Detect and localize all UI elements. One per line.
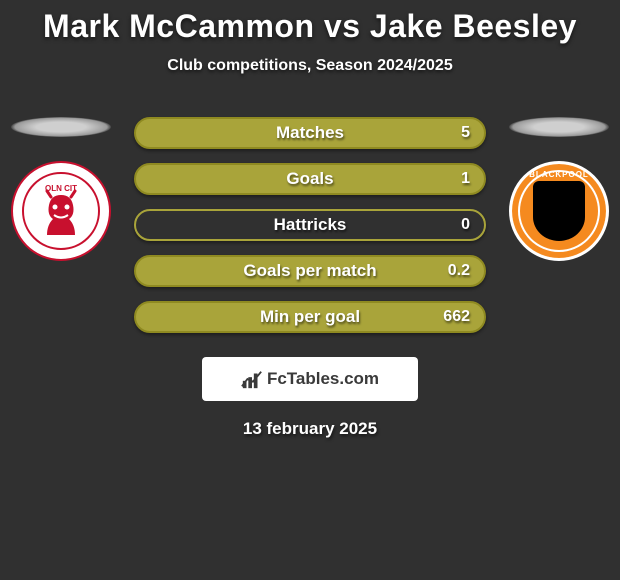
stat-bar: Hattricks 0 bbox=[134, 209, 486, 241]
subtitle: Club competitions, Season 2024/2025 bbox=[0, 57, 620, 75]
player-silhouette-placeholder bbox=[509, 117, 609, 137]
svg-text:OLN CIT: OLN CIT bbox=[45, 184, 77, 193]
stat-right-value: 662 bbox=[443, 308, 470, 326]
brand-plate: FcTables.com bbox=[202, 357, 418, 401]
stat-label: Goals bbox=[286, 169, 333, 189]
page-title: Mark McCammon vs Jake Beesley bbox=[0, 8, 620, 45]
stat-right-value: 0.2 bbox=[448, 262, 470, 280]
left-player-column: OLN CIT bbox=[6, 117, 116, 261]
stat-bar: Matches 5 bbox=[134, 117, 486, 149]
stat-label: Hattricks bbox=[274, 215, 347, 235]
bar-chart-icon bbox=[241, 368, 263, 390]
stat-label: Matches bbox=[276, 123, 344, 143]
stat-label: Min per goal bbox=[260, 307, 360, 327]
date-line: 13 february 2025 bbox=[0, 419, 620, 439]
brand-text: FcTables.com bbox=[267, 369, 379, 389]
stat-bar: Goals per match 0.2 bbox=[134, 255, 486, 287]
stat-bar: Goals 1 bbox=[134, 163, 486, 195]
stat-right-value: 1 bbox=[461, 170, 470, 188]
stat-bar: Min per goal 662 bbox=[134, 301, 486, 333]
blackpool-ring-text: BLACKPOOL bbox=[512, 164, 606, 258]
stat-right-value: 0 bbox=[461, 216, 470, 234]
lincoln-imp-icon: OLN CIT bbox=[21, 171, 101, 251]
left-club-badge-icon: OLN CIT bbox=[11, 161, 111, 261]
right-player-column: BLACKPOOL bbox=[504, 117, 614, 261]
stats-column: Matches 5 Goals 1 Hattricks 0 Goals per match 0… bbox=[116, 117, 504, 333]
stat-label: Goals per match bbox=[243, 261, 376, 281]
stat-right-value: 5 bbox=[461, 124, 470, 142]
main-row: OLN CIT Matches 5 Goals 1 Hattricks 0 Goals pe… bbox=[0, 117, 620, 333]
comparison-infographic: Mark McCammon vs Jake Beesley Club compe… bbox=[0, 0, 620, 439]
right-club-badge-icon: BLACKPOOL bbox=[509, 161, 609, 261]
player-silhouette-placeholder bbox=[11, 117, 111, 137]
